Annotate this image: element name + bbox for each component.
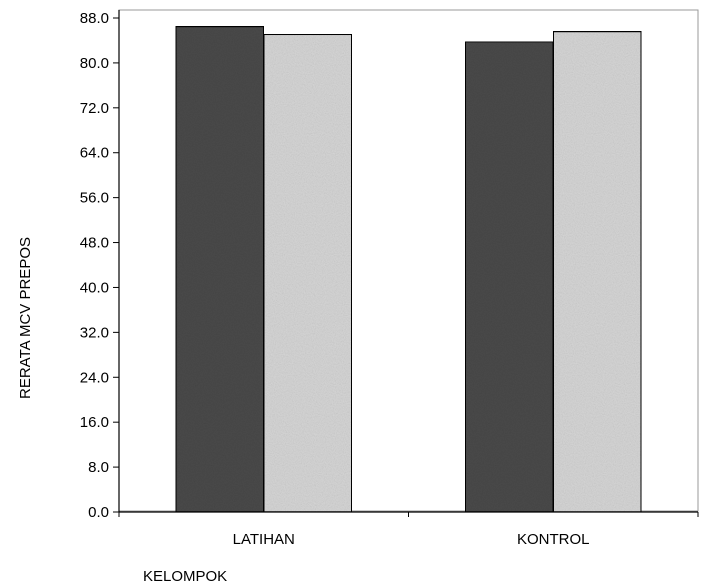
y-ticks: 0.0 8.0 16.0 24.0 32.0 40.0 48.0 56.0 64.0 72.0 80… bbox=[80, 10, 119, 521]
x-category-label: LATIHAN bbox=[233, 531, 295, 548]
y-tick-label: 80.0 bbox=[80, 55, 109, 72]
y-tick-label: 48.0 bbox=[80, 235, 109, 252]
bar-kontrol-series-2 bbox=[552, 30, 642, 513]
y-tick-label: 72.0 bbox=[80, 100, 109, 117]
x-category-label: KONTROL bbox=[517, 531, 590, 548]
y-tick-label: 0.0 bbox=[88, 504, 109, 521]
y-tick-label: 24.0 bbox=[80, 369, 109, 386]
y-tick-label: 16.0 bbox=[80, 414, 109, 431]
x-category-labels: LATIHAN KONTROL bbox=[118, 512, 699, 548]
y-tick-label: 32.0 bbox=[80, 324, 109, 341]
y-tick-label: 8.0 bbox=[88, 459, 109, 476]
y-tick-label: 64.0 bbox=[80, 145, 109, 162]
x-axis-title: KELOMPOK bbox=[143, 568, 227, 585]
bar-latihan-series-2 bbox=[263, 33, 353, 513]
bar-latihan-series-1 bbox=[175, 25, 265, 513]
y-axis-title: RERATA MCV PREPOS bbox=[17, 237, 34, 399]
y-tick-label: 88.0 bbox=[80, 10, 109, 27]
y-tick-label: 56.0 bbox=[80, 190, 109, 207]
bar-kontrol-series-1 bbox=[464, 40, 554, 513]
bars bbox=[175, 25, 642, 513]
y-tick-label: 40.0 bbox=[80, 279, 109, 296]
